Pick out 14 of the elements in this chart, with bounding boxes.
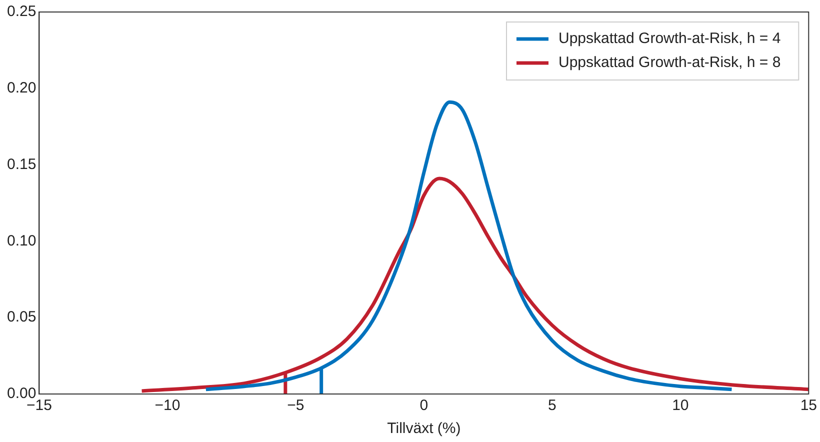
y-tick-label: 0.20 <box>6 80 36 97</box>
x-tick-label: −5 <box>287 397 304 414</box>
x-tick-label: 5 <box>548 397 556 414</box>
y-tick-label: 0.15 <box>6 156 36 173</box>
y-tick-label: 0.25 <box>6 3 36 20</box>
legend-label: Uppskattad Growth-at-Risk, h = 8 <box>558 54 781 72</box>
x-axis-title: Tillväxt (%) <box>387 420 461 438</box>
y-tick-label: 0.10 <box>6 232 36 250</box>
x-tick-label: 15 <box>800 397 817 414</box>
x-tick-label: 0 <box>420 397 428 414</box>
x-tick-label: −10 <box>154 397 180 414</box>
x-tick-label: 10 <box>672 397 689 414</box>
legend-label: Uppskattad Growth-at-Risk, h = 4 <box>558 30 781 48</box>
y-tick-label: 0.05 <box>6 308 36 326</box>
